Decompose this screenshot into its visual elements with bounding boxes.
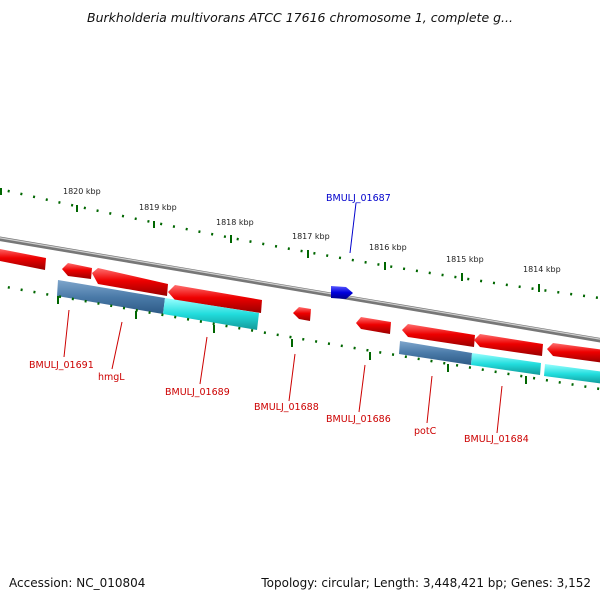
leader-bmulj-01689 bbox=[199, 336, 208, 385]
gene-bmulj-01684[interactable] bbox=[474, 334, 543, 356]
ruler-label-1818: 1818 kbp bbox=[216, 218, 254, 227]
gene-bmulj-01686[interactable] bbox=[356, 317, 391, 334]
genome-summary-text: Topology: circular; Length: 3,448,421 bp… bbox=[261, 576, 591, 590]
ruler-label-1815: 1815 kbp bbox=[446, 255, 484, 264]
gene-label-bmulj-01686[interactable]: BMULJ_01686 bbox=[326, 414, 391, 425]
ruler-label-1816: 1816 kbp bbox=[369, 243, 407, 252]
gene-bmulj-01691[interactable] bbox=[62, 263, 92, 279]
gene-bmulj-01688[interactable] bbox=[293, 307, 311, 321]
feature-bar-5[interactable] bbox=[544, 364, 600, 384]
accession-text: Accession: NC_010804 bbox=[9, 576, 146, 590]
gene-bmulj-01687[interactable] bbox=[331, 286, 353, 299]
gene-bmulj-01689[interactable] bbox=[168, 285, 262, 313]
ruler-label-1820: 1820 kbp bbox=[63, 187, 101, 196]
leader-hmgl bbox=[111, 321, 123, 370]
ruler-label-1817: 1817 kbp bbox=[292, 232, 330, 241]
inner-ruler-major-ticks bbox=[57, 296, 527, 384]
feature-bar-3[interactable] bbox=[399, 341, 472, 365]
outer-ruler-major-ticks bbox=[0, 188, 540, 292]
chromosome-backbone-highlight bbox=[0, 237, 600, 340]
gene-label-bmulj-01684[interactable]: BMULJ_01684 bbox=[464, 434, 529, 445]
gene-label-potc[interactable]: potC bbox=[414, 426, 437, 437]
gene-hmgl[interactable] bbox=[92, 268, 168, 296]
gene-label-bmulj-01687[interactable]: BMULJ_01687 bbox=[326, 193, 391, 204]
outer-ruler-dots bbox=[0, 187, 600, 300]
gene-arrow-right-edge[interactable] bbox=[547, 343, 600, 363]
gene-label-bmulj-01691[interactable]: BMULJ_01691 bbox=[29, 360, 94, 371]
reverse-strand-genes bbox=[0, 248, 600, 363]
gene-arrow-left-edge[interactable] bbox=[0, 248, 46, 270]
ruler-labels: 1820 kbp 1819 kbp 1818 kbp 1817 kbp 1816… bbox=[63, 187, 561, 274]
ruler-label-1814: 1814 kbp bbox=[523, 265, 561, 274]
feature-bar-2[interactable] bbox=[163, 298, 259, 330]
ruler-label-1819: 1819 kbp bbox=[139, 203, 177, 212]
gene-leader-lines bbox=[63, 202, 503, 434]
leader-bmulj-01687 bbox=[349, 202, 357, 254]
leader-bmulj-01688 bbox=[288, 353, 296, 402]
gene-potc[interactable] bbox=[402, 324, 475, 347]
feature-track bbox=[57, 280, 600, 384]
gene-label-hmgl[interactable]: hmgL bbox=[98, 372, 125, 383]
leader-bmulj-01684 bbox=[496, 385, 503, 434]
gene-labels: BMULJ_01687 BMULJ_01691 hmgL BMULJ_01689… bbox=[29, 193, 529, 445]
leader-potc bbox=[426, 375, 433, 424]
chromosome-backbone bbox=[0, 236, 600, 343]
feature-bar-1[interactable] bbox=[57, 280, 165, 314]
gene-label-bmulj-01688[interactable]: BMULJ_01688 bbox=[254, 402, 319, 413]
outer-ruler-track bbox=[0, 187, 600, 300]
map-title: Burkholderia multivorans ATCC 17616 chro… bbox=[87, 10, 513, 25]
inner-ruler-track bbox=[0, 284, 600, 391]
gene-label-bmulj-01689[interactable]: BMULJ_01689 bbox=[165, 387, 230, 398]
feature-bar-4[interactable] bbox=[471, 353, 541, 375]
leader-bmulj-01686 bbox=[358, 364, 366, 413]
leader-bmulj-01691 bbox=[63, 309, 70, 358]
